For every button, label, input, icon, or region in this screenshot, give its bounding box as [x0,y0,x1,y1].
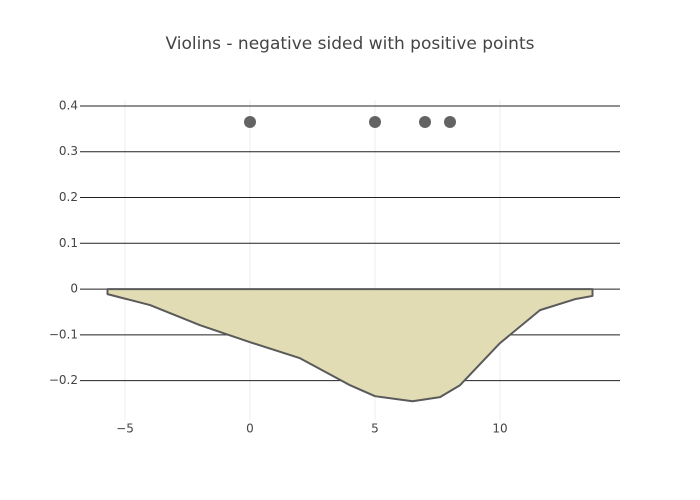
violin [106,288,594,403]
y-tick-label: −0.1 [49,327,78,341]
point [444,115,456,128]
y-tick-label: 0.3 [59,144,78,158]
point [369,115,381,128]
point [419,115,431,128]
x-tick-label: 5 [371,422,379,436]
x-tick-label: −5 [116,422,134,436]
y-tick-label: −0.2 [49,373,78,387]
point [244,115,256,128]
x-tick-label: 0 [246,422,254,436]
x-tick-label: 10 [492,422,507,436]
y-tick-label: 0.4 [59,98,78,112]
y-tick-label: 0.1 [59,236,78,250]
y-tick-label: 0.2 [59,190,78,204]
chart-title: Violins - negative sided with positive p… [166,34,535,54]
y-tick-label: 0 [70,282,78,296]
